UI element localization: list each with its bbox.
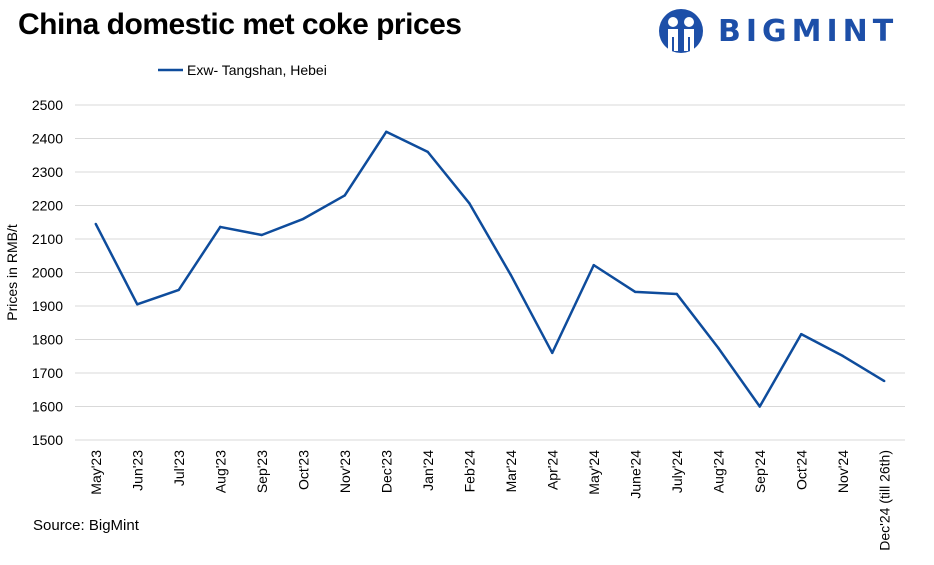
data-point: [634, 290, 637, 294]
logo-people-icon: [659, 9, 703, 53]
y-tick-label: 1900: [32, 298, 63, 314]
y-tick-label: 2400: [32, 131, 63, 147]
x-tick-label: Apr'24: [544, 450, 560, 490]
data-point: [385, 130, 388, 133]
y-tick-label: 2200: [32, 198, 63, 214]
x-tick-label: Sep'24: [752, 450, 768, 493]
x-tick-label: July'24: [669, 450, 685, 493]
x-tick-label: May'23: [88, 450, 104, 495]
x-tick-label: Sep'23: [254, 450, 270, 493]
y-tick-label: 2000: [32, 265, 63, 281]
data-point: [468, 201, 471, 205]
x-tick-label: Dec'24 (till 26th): [876, 450, 892, 551]
chart-title: China domestic met coke prices: [18, 8, 462, 41]
y-tick-label: 2100: [32, 231, 63, 247]
data-point: [426, 150, 429, 154]
data-point: [675, 292, 678, 296]
data-point: [717, 346, 720, 350]
x-tick-label: Oct'23: [295, 450, 311, 490]
data-point: [260, 233, 263, 237]
data-point: [177, 288, 180, 292]
x-tick-label: Oct'24: [793, 450, 809, 490]
y-tick-label: 2500: [32, 97, 63, 113]
data-point: [841, 354, 844, 358]
x-tick-label: Jan'24: [420, 450, 436, 491]
y-tick-label: 1500: [32, 432, 63, 448]
x-tick-label: Jun'23: [129, 450, 145, 491]
data-point: [302, 217, 305, 221]
x-tick-label: Feb'24: [461, 450, 477, 493]
data-point: [94, 222, 97, 226]
y-tick-label: 1600: [32, 399, 63, 415]
data-point: [219, 225, 222, 229]
data-point: [551, 351, 554, 355]
x-tick-label: Dec'23: [378, 450, 394, 493]
data-point: [509, 273, 512, 277]
x-tick-label: Nov'24: [835, 450, 851, 493]
x-tick-label: Mar'24: [503, 450, 519, 493]
y-axis-label: Prices in RMB/t: [4, 224, 20, 321]
y-tick-label: 1800: [32, 332, 63, 348]
series-line: [94, 130, 885, 408]
data-point: [883, 379, 886, 383]
legend-label: Exw- Tangshan, Hebei: [187, 62, 327, 78]
data-point: [136, 303, 139, 306]
x-tick-label: Aug'23: [212, 450, 228, 493]
y-tick-label: 2300: [32, 164, 63, 180]
logo-text: BIGMINT: [718, 13, 899, 49]
x-tick-label: June'24: [627, 450, 643, 499]
x-tick-label: Aug'24: [710, 450, 726, 493]
x-tick-label: May'24: [586, 450, 602, 495]
x-tick-label: Nov'23: [337, 450, 353, 493]
data-point: [800, 332, 803, 336]
data-point: [343, 194, 346, 197]
x-tick-label: Jul'23: [171, 450, 187, 486]
y-tick-label: 1700: [32, 365, 63, 381]
bigmint-logo: BIGMINT: [658, 8, 898, 54]
source-note: Source: BigMint: [33, 517, 139, 534]
data-point: [592, 263, 595, 267]
data-point: [758, 405, 761, 408]
